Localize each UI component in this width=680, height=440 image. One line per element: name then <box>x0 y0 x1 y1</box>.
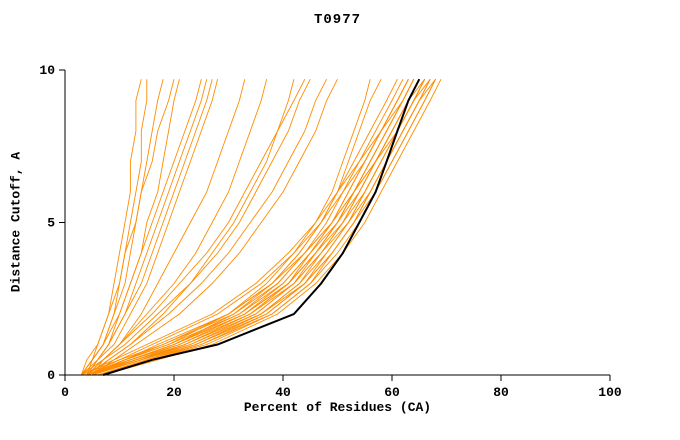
model-curve <box>91 79 246 376</box>
y-axis-label: Distance Cutoff, A <box>8 151 24 293</box>
model-curve <box>81 78 398 376</box>
model-curve <box>86 79 180 376</box>
model-curve <box>80 79 175 376</box>
x-tick-label: 20 <box>166 385 182 400</box>
model-curve <box>97 78 437 376</box>
model-curves <box>80 78 442 376</box>
model-curve <box>81 78 409 376</box>
x-tick-label: 0 <box>61 385 69 400</box>
model-curve <box>86 79 371 376</box>
model-curve <box>86 79 148 376</box>
model-curve <box>97 78 431 376</box>
model-curve <box>86 79 219 376</box>
y-tick-label: 0 <box>47 368 55 383</box>
chart-title: T0977 <box>313 12 361 28</box>
x-tick-label: 60 <box>384 385 400 400</box>
model-curve <box>92 78 382 376</box>
model-curve <box>86 78 436 376</box>
y-tick-label: 10 <box>39 63 55 78</box>
x-tick-label: 40 <box>275 385 291 400</box>
model-curve <box>97 78 426 376</box>
model-curve <box>86 79 213 376</box>
model-curve <box>86 78 415 376</box>
x-tick-label: 80 <box>493 385 509 400</box>
model-curve <box>80 79 142 376</box>
model-curve <box>92 78 420 376</box>
model-curve <box>86 78 311 376</box>
model-curve <box>80 79 202 376</box>
tick-marks: 0 20 40 60 80 100 0 5 10 <box>39 63 622 400</box>
highlight-curve <box>102 78 421 376</box>
x-axis-label: Percent of Residues (CA) <box>243 400 432 415</box>
x-tick-label: 100 <box>598 385 622 400</box>
model-curve <box>92 78 426 376</box>
model-curve <box>92 78 420 376</box>
y-tick-label: 5 <box>47 216 55 231</box>
model-curve <box>91 79 295 376</box>
model-curve <box>92 78 426 376</box>
model-curve <box>92 78 338 376</box>
model-curve <box>92 78 426 376</box>
